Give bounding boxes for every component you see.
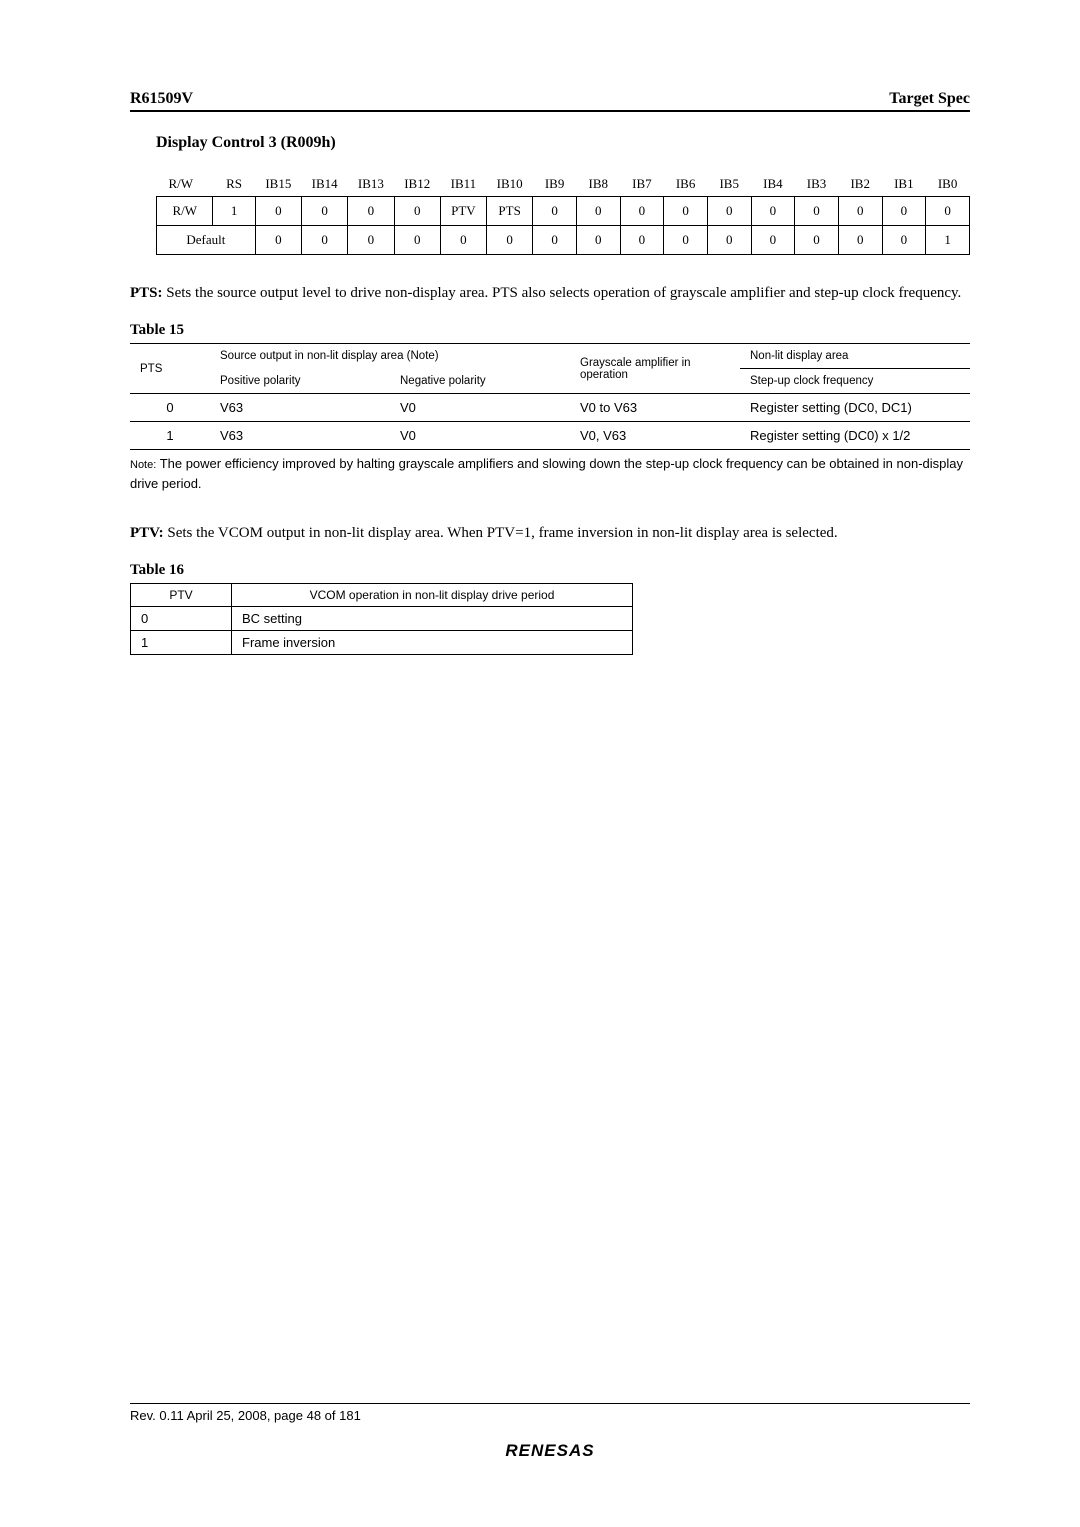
t16-cell: 0	[131, 607, 232, 631]
reg-cell: 0	[533, 197, 577, 226]
t15-cell: Register setting (DC0) x 1/2	[740, 422, 970, 450]
reg-cell: 0	[348, 197, 394, 226]
t15-cell: V0, V63	[570, 422, 740, 450]
reg-col: IB1	[882, 172, 926, 197]
reg-cell: 0	[838, 197, 882, 226]
table16-caption: Table 16	[130, 562, 970, 579]
page-footer: Rev. 0.11 April 25, 2008, page 48 of 181…	[130, 1403, 970, 1461]
t16-h-op: VCOM operation in non-lit display drive …	[232, 584, 633, 607]
t15-h-pts: PTS	[130, 344, 210, 394]
reg-cell: 0	[394, 226, 440, 255]
t15-cell: Register setting (DC0, DC1)	[740, 394, 970, 422]
reg-cell-default: Default	[157, 226, 256, 255]
reg-cell: 0	[533, 226, 577, 255]
reg-cell: 0	[486, 226, 532, 255]
reg-cell: 0	[440, 226, 486, 255]
reg-cell: 0	[576, 226, 620, 255]
t16-cell: BC setting	[232, 607, 633, 631]
t15-h-pos: Positive polarity	[210, 369, 390, 394]
reg-cell: 0	[255, 197, 301, 226]
t16-h-ptv: PTV	[131, 584, 232, 607]
reg-cell: R/W	[157, 197, 213, 226]
reg-cell: 0	[882, 226, 926, 255]
t15-cell: V0	[390, 394, 570, 422]
section-title: Display Control 3 (R009h)	[156, 134, 970, 152]
reg-col: IB12	[394, 172, 440, 197]
reg-cell: 0	[255, 226, 301, 255]
reg-cell: 0	[620, 226, 664, 255]
reg-col: IB13	[348, 172, 394, 197]
reg-cell: 0	[838, 226, 882, 255]
reg-col: IB8	[576, 172, 620, 197]
header-right: Target Spec	[889, 90, 970, 108]
pts-text: Sets the source output level to drive no…	[166, 285, 961, 301]
t15-h-neg: Negative polarity	[390, 369, 570, 394]
reg-cell: 0	[576, 197, 620, 226]
reg-col: IB2	[838, 172, 882, 197]
reg-col: IB5	[707, 172, 751, 197]
reg-cell: 0	[882, 197, 926, 226]
ptv-text: Sets the VCOM output in non-lit display …	[167, 525, 837, 541]
t16-cell: Frame inversion	[232, 631, 633, 655]
reg-cell: 0	[795, 226, 839, 255]
t15-cell: V0	[390, 422, 570, 450]
table15-note: Note: The power efficiency improved by h…	[130, 454, 970, 493]
t16-cell: 1	[131, 631, 232, 655]
table-16: PTV VCOM operation in non-lit display dr…	[130, 583, 633, 655]
reg-cell: 0	[348, 226, 394, 255]
pts-paragraph: PTS: Sets the source output level to dri…	[130, 283, 970, 304]
reg-col: IB10	[486, 172, 532, 197]
reg-cell: 0	[707, 197, 751, 226]
reg-cell: 1	[213, 197, 255, 226]
reg-cell: 0	[664, 226, 708, 255]
reg-cell: 0	[620, 197, 664, 226]
t15-h-src: Source output in non-lit display area (N…	[210, 344, 570, 369]
ptv-paragraph: PTV: Sets the VCOM output in non-lit dis…	[130, 523, 970, 544]
reg-col: IB7	[620, 172, 664, 197]
footer-text: Rev. 0.11 April 25, 2008, page 48 of 181	[130, 1403, 970, 1423]
reg-cell: 0	[751, 197, 795, 226]
t15-h-gray: Grayscale amplifier in operation	[570, 344, 740, 394]
t15-cell: V0 to V63	[570, 394, 740, 422]
reg-cell: 0	[664, 197, 708, 226]
table-15: PTS Source output in non-lit display are…	[130, 343, 970, 450]
t15-cell: V63	[210, 422, 390, 450]
reg-col-rw: R/W	[157, 172, 213, 197]
reg-cell: 0	[707, 226, 751, 255]
reg-cell: PTV	[440, 197, 486, 226]
reg-cell: 1	[926, 226, 970, 255]
t15-cell: V63	[210, 394, 390, 422]
t15-h-step: Step-up clock frequency	[740, 369, 970, 394]
reg-col: IB11	[440, 172, 486, 197]
reg-cell: 0	[301, 226, 347, 255]
reg-col: IB4	[751, 172, 795, 197]
reg-col: IB6	[664, 172, 708, 197]
reg-cell: 0	[301, 197, 347, 226]
register-table: R/W RS IB15 IB14 IB13 IB12 IB11 IB10 IB9…	[156, 172, 970, 255]
reg-col: IB14	[301, 172, 347, 197]
t15-h-nonlit: Non-lit display area	[740, 344, 970, 369]
brand-logo: RENESAS	[130, 1441, 970, 1461]
page-header: R61509V Target Spec	[130, 90, 970, 112]
t15-cell: 1	[130, 422, 210, 450]
reg-cell: 0	[394, 197, 440, 226]
note-text: The power efficiency improved by halting…	[130, 456, 963, 491]
reg-col: IB15	[255, 172, 301, 197]
reg-cell: 0	[795, 197, 839, 226]
reg-cell: PTS	[486, 197, 532, 226]
reg-cell: 0	[926, 197, 970, 226]
reg-col: RS	[213, 172, 255, 197]
reg-col: IB3	[795, 172, 839, 197]
table15-caption: Table 15	[130, 322, 970, 339]
reg-cell: 0	[751, 226, 795, 255]
t15-cell: 0	[130, 394, 210, 422]
header-left: R61509V	[130, 90, 193, 108]
reg-col: IB9	[533, 172, 577, 197]
reg-col: IB0	[926, 172, 970, 197]
note-label: Note:	[130, 459, 156, 471]
